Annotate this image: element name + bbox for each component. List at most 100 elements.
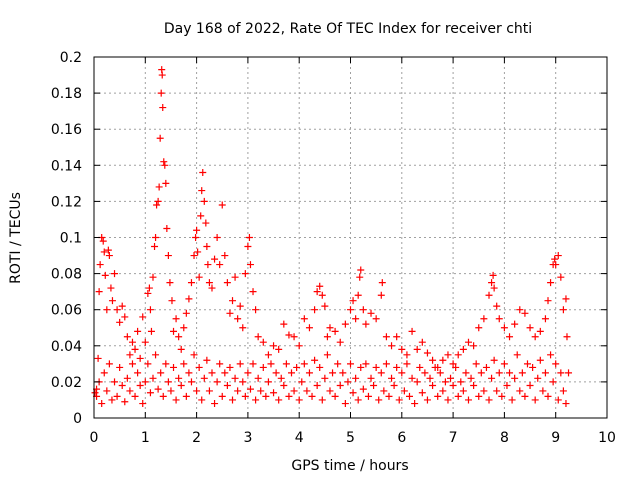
roti-point xyxy=(123,374,131,382)
roti-point xyxy=(249,360,257,368)
roti-point xyxy=(344,378,352,386)
roti-point xyxy=(526,382,534,390)
y-tick-label: 0.18 xyxy=(51,86,82,102)
roti-point xyxy=(172,315,180,323)
roti-point xyxy=(454,392,462,400)
roti-point xyxy=(521,309,529,317)
roti-point xyxy=(357,266,365,274)
roti-point xyxy=(100,248,108,256)
roti-point xyxy=(193,226,201,234)
roti-point xyxy=(326,387,334,395)
roti-point xyxy=(362,320,370,328)
roti-point xyxy=(241,392,249,400)
roti-point xyxy=(385,392,393,400)
roti-point xyxy=(231,374,239,382)
roti-point xyxy=(480,387,488,395)
roti-point xyxy=(96,261,104,269)
roti-point xyxy=(408,327,416,335)
roti-point xyxy=(152,234,160,241)
roti-point xyxy=(516,306,524,314)
roti-point xyxy=(205,387,213,395)
roti-point xyxy=(518,369,526,377)
roti-point xyxy=(141,378,149,386)
roti-point xyxy=(475,392,483,400)
roti-point xyxy=(434,363,442,371)
roti-point xyxy=(229,297,237,305)
roti-point xyxy=(136,354,144,362)
roti-point xyxy=(185,295,193,303)
roti-point xyxy=(252,306,260,314)
roti-point xyxy=(157,369,165,377)
roti-point xyxy=(245,234,253,241)
roti-point xyxy=(249,288,257,296)
roti-point xyxy=(354,396,362,404)
roti-point xyxy=(254,333,262,341)
roti-point xyxy=(195,363,203,371)
roti-point xyxy=(526,324,534,332)
roti-point xyxy=(503,382,511,390)
roti-point xyxy=(94,354,102,362)
roti-point xyxy=(111,378,119,386)
x-tick-label: 1 xyxy=(141,430,150,446)
roti-point xyxy=(544,297,552,305)
roti-point xyxy=(341,400,349,408)
roti-point xyxy=(411,400,419,408)
roti-point xyxy=(498,392,506,400)
roti-point xyxy=(352,315,360,323)
roti-point xyxy=(336,382,344,390)
roti-point xyxy=(275,396,283,404)
roti-point xyxy=(182,392,190,400)
roti-point xyxy=(485,291,493,299)
roti-point xyxy=(549,378,557,386)
x-tick-label: 2 xyxy=(192,430,201,446)
roti-point xyxy=(403,360,411,368)
roti-point xyxy=(177,382,185,390)
roti-point xyxy=(241,270,249,278)
y-tick-label: 0 xyxy=(73,411,82,427)
roti-point xyxy=(508,396,516,404)
roti-point xyxy=(223,279,231,287)
roti-point xyxy=(126,387,134,395)
roti-point xyxy=(200,374,208,382)
roti-point xyxy=(429,382,437,390)
roti-point xyxy=(190,351,198,359)
roti-point xyxy=(295,342,303,350)
roti-point xyxy=(318,291,326,299)
roti-point xyxy=(464,338,472,346)
roti-point xyxy=(413,378,421,386)
roti-point xyxy=(426,374,434,382)
roti-point xyxy=(280,382,288,390)
roti-point xyxy=(141,338,149,346)
roti-point xyxy=(444,351,452,359)
roti-point xyxy=(449,382,457,390)
roti-point xyxy=(380,387,388,395)
roti-point xyxy=(236,302,244,310)
roti-point xyxy=(139,313,147,321)
roti-point xyxy=(216,360,224,368)
roti-point xyxy=(128,338,136,346)
roti-point xyxy=(359,306,367,314)
roti-point xyxy=(259,363,267,371)
roti-point xyxy=(288,369,296,377)
y-axis-label: ROTI / TECUs xyxy=(8,192,24,284)
roti-point xyxy=(490,284,498,292)
roti-point xyxy=(166,279,174,287)
roti-point xyxy=(364,392,372,400)
roti-point xyxy=(175,374,183,382)
roti-point xyxy=(559,306,567,314)
roti-point xyxy=(388,374,396,382)
roti-point xyxy=(477,369,485,377)
roti-point xyxy=(205,279,213,287)
roti-point xyxy=(107,284,115,292)
roti-point xyxy=(529,363,537,371)
roti-point xyxy=(321,302,329,310)
roti-point xyxy=(111,270,119,278)
x-tick-label: 0 xyxy=(90,430,99,446)
roti-point xyxy=(551,255,559,263)
x-tick-label: 7 xyxy=(449,430,458,446)
roti-point xyxy=(367,374,375,382)
roti-point xyxy=(229,396,237,404)
roti-point xyxy=(118,302,126,310)
roti-point xyxy=(218,201,226,209)
